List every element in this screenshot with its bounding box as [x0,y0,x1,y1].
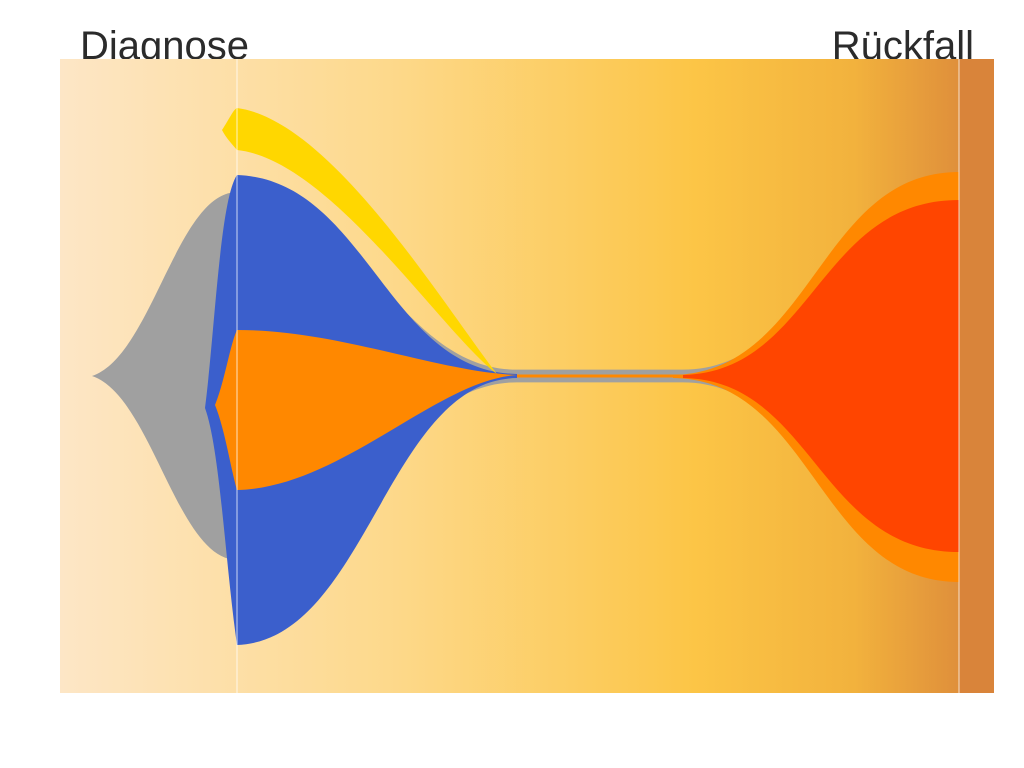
flow-band-orange-middle [517,374,683,378]
flow-band-red [683,200,959,552]
flow-bands [92,59,994,693]
flow-band-yellow [222,108,497,374]
flow-band-orange-left [215,330,517,490]
right-edge-strip [959,59,994,693]
